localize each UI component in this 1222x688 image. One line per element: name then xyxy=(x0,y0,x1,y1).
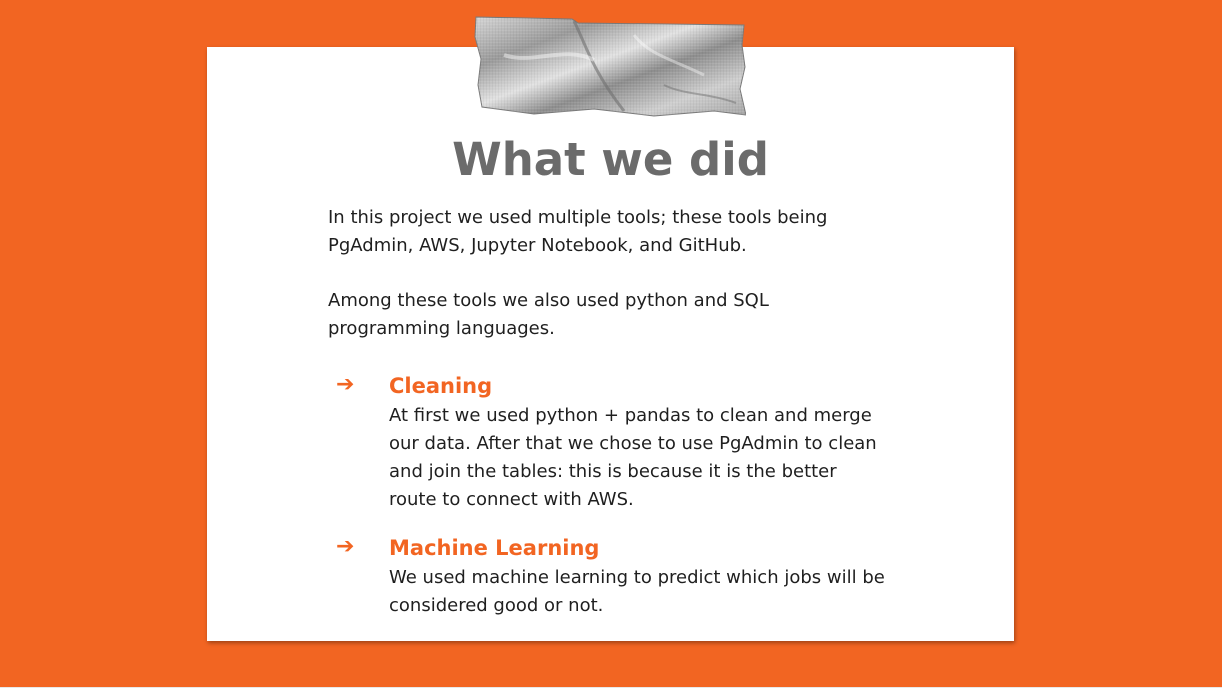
item-heading: Machine Learning xyxy=(389,536,600,560)
duct-tape-icon xyxy=(474,16,746,117)
paper-card xyxy=(207,47,1014,641)
item-description: We used machine learning to predict whic… xyxy=(389,567,885,616)
item-description: At first we used python + pandas to clea… xyxy=(389,405,877,510)
page-title: What we did xyxy=(452,133,769,186)
arrow-right-icon: ➔ xyxy=(336,372,355,397)
arrow-right-icon: ➔ xyxy=(336,534,355,559)
intro-paragraph-tools: In this project we used multiple tools; … xyxy=(328,207,828,256)
intro-paragraph-languages: Among these tools we also used python an… xyxy=(328,290,769,339)
item-heading: Cleaning xyxy=(389,374,493,398)
